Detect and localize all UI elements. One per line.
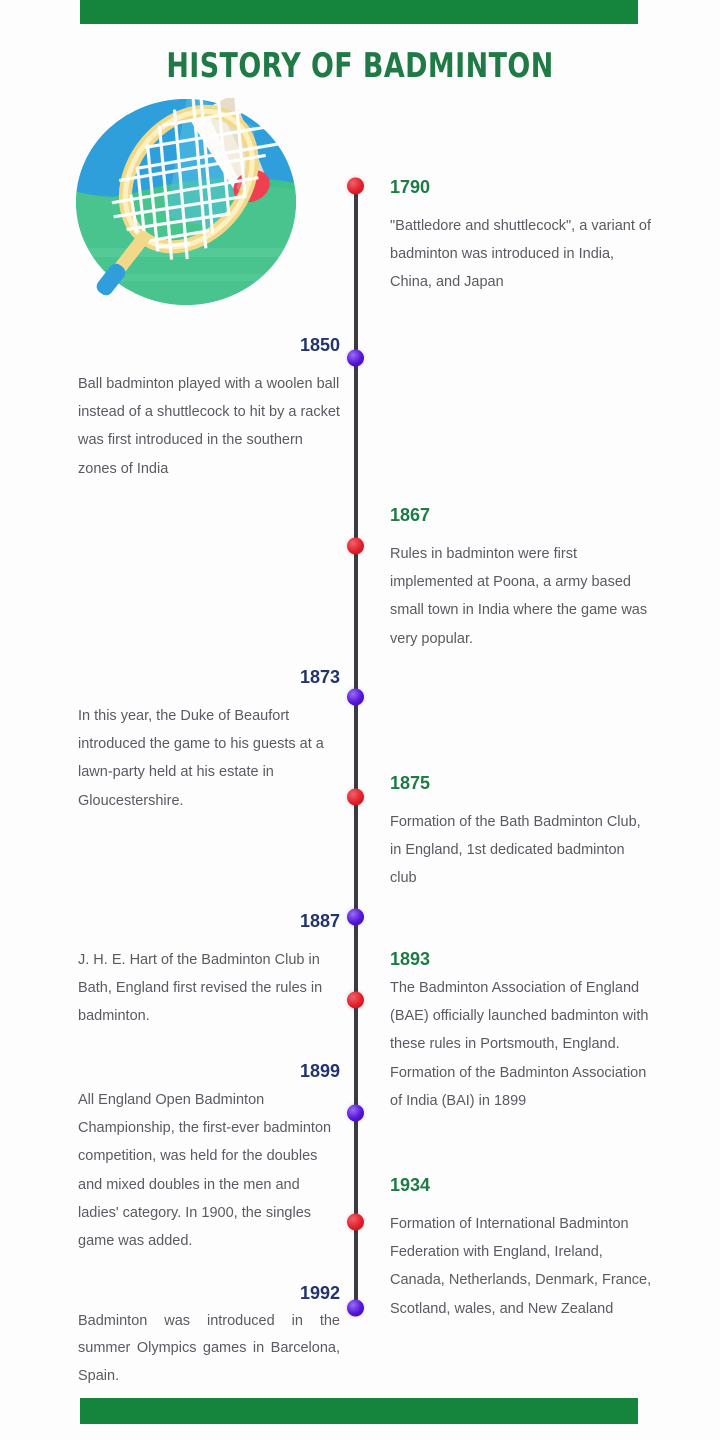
timeline-dot-1867	[347, 537, 364, 555]
entry-text-1934: Formation of International Badminton Fed…	[390, 1215, 652, 1317]
top-green-banner	[80, 0, 638, 24]
timeline-entry-1875: 1875 Formation of the Bath Badminton Clu…	[390, 773, 652, 893]
entry-text-1867: Rules in badminton were first implemente…	[390, 545, 648, 647]
entry-text-1893: The Badminton Association of England (BA…	[390, 979, 649, 1109]
timeline-spine	[354, 186, 358, 1310]
entry-text-1899: All England Open Badminton Championship,…	[78, 1091, 332, 1250]
entry-year-1867: 1867	[390, 505, 431, 525]
entry-text-1790: "Battledore and shuttlecock", a variant …	[390, 217, 651, 291]
entry-year-1790: 1790	[390, 177, 431, 197]
timeline-entry-1899: 1899 All England Open Badminton Champion…	[78, 1061, 340, 1255]
entry-year-1934: 1934	[390, 1175, 431, 1195]
bottom-green-banner	[80, 1398, 638, 1424]
timeline-dot-1875	[347, 788, 364, 806]
entry-year-1899: 1899	[299, 1061, 340, 1081]
entry-text-1992: Badminton was introduced in the summer O…	[78, 1312, 340, 1384]
page-title: HISTORY OF BADMINTON	[166, 46, 554, 86]
timeline-dot-1893	[347, 991, 364, 1009]
timeline-entry-1992: 1992 Badminton was introduced in the sum…	[78, 1283, 340, 1390]
timeline-dot-1899	[347, 1104, 364, 1122]
timeline-entry-1873: 1873 In this year, the Duke of Beaufort …	[78, 667, 340, 815]
entry-year-1992: 1992	[299, 1283, 340, 1303]
timeline-entry-1790: 1790 "Battledore and shuttlecock", a var…	[390, 177, 652, 297]
entry-year-1873: 1873	[299, 667, 340, 687]
timeline-entry-1934: 1934 Formation of International Badminto…	[390, 1175, 652, 1323]
entry-text-1873: In this year, the Duke of Beaufort intro…	[78, 707, 324, 809]
entry-year-1875: 1875	[390, 773, 431, 793]
entry-text-1850: Ball badminton played with a woolen ball…	[78, 375, 340, 477]
entry-text-1875: Formation of the Bath Badminton Club, in…	[390, 813, 641, 887]
timeline-dot-1992	[347, 1299, 364, 1317]
timeline-dot-1790	[347, 177, 364, 195]
entry-text-1887: J. H. E. Hart of the Badminton Club in B…	[78, 951, 323, 1025]
badminton-illustration	[70, 83, 302, 306]
entry-year-1893: 1893	[390, 949, 431, 969]
timeline-entry-1850: 1850 Ball badminton played with a woolen…	[78, 335, 340, 483]
timeline-dot-1934	[347, 1213, 364, 1231]
timeline-entry-1887: 1887 J. H. E. Hart of the Badminton Club…	[78, 911, 340, 1031]
entry-year-1850: 1850	[299, 335, 340, 355]
timeline-dot-1850	[347, 349, 364, 367]
timeline-entry-1867: 1867 Rules in badminton were first imple…	[390, 505, 652, 653]
timeline-dot-1887	[347, 908, 364, 926]
timeline-entry-1893: 1893 The Badminton Association of Englan…	[390, 949, 652, 1115]
timeline-dot-1873	[347, 688, 364, 706]
entry-year-1887: 1887	[299, 911, 340, 931]
